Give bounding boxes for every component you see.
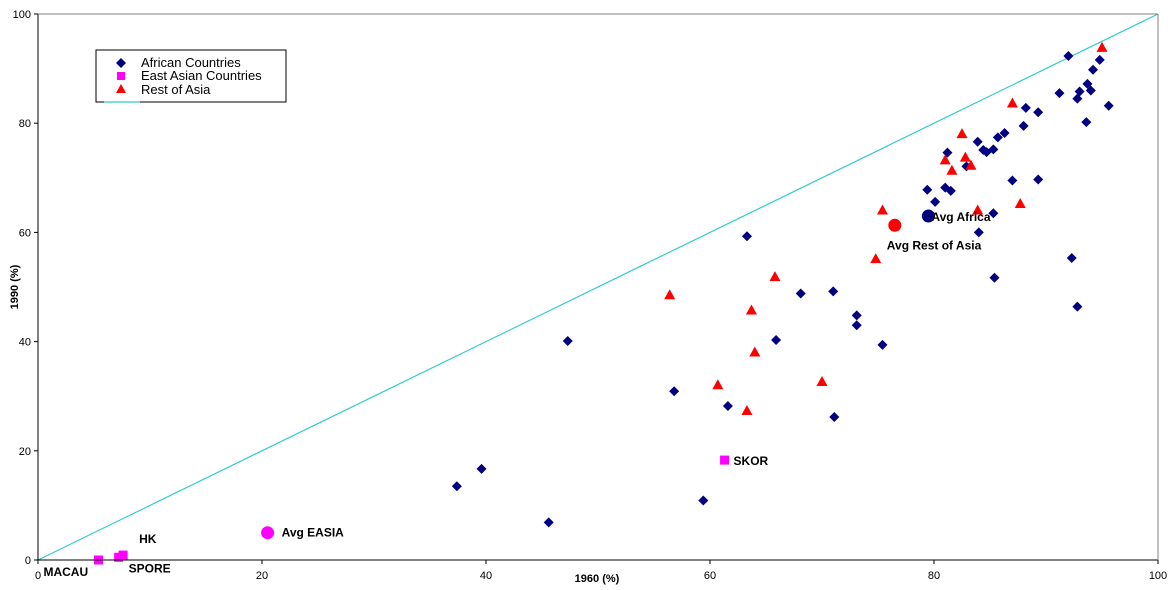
equality-line bbox=[37, 13, 1159, 561]
africa-point bbox=[1018, 120, 1029, 131]
point-annotation: SKOR bbox=[734, 454, 769, 468]
x-tick-label: 100 bbox=[1149, 570, 1167, 582]
africa-point bbox=[1085, 85, 1096, 96]
africa-point bbox=[543, 517, 554, 528]
africa-point bbox=[722, 401, 733, 412]
africa-point bbox=[989, 272, 1000, 283]
legend-box bbox=[95, 49, 287, 103]
point-annotations: Avg Africa Avg Rest of Asia Avg EASIA SKOR H… bbox=[43, 210, 990, 579]
africa-point bbox=[1088, 64, 1099, 75]
africa-point bbox=[1020, 102, 1031, 113]
rest-asia-point bbox=[959, 151, 971, 162]
africa-point bbox=[669, 386, 680, 397]
africa-point bbox=[877, 339, 888, 350]
africa-point bbox=[1063, 51, 1074, 62]
rest-asia-point bbox=[870, 253, 882, 264]
africa-point bbox=[973, 227, 984, 238]
legend-label-east-asia: East Asian Countries bbox=[141, 68, 262, 83]
rest-asia-point bbox=[741, 404, 753, 415]
africa-point bbox=[1072, 301, 1083, 312]
africa-point bbox=[1072, 93, 1083, 104]
axes: 0 20 40 60 80 100 0 20 40 60 80 100 bbox=[13, 9, 1168, 582]
rest-asia-point bbox=[769, 271, 781, 282]
rest-asia-point bbox=[1006, 97, 1018, 108]
average-label: Avg Rest of Asia bbox=[887, 238, 982, 252]
rest-asia-point bbox=[745, 304, 757, 315]
africa-point bbox=[992, 132, 1003, 143]
africa-point bbox=[698, 495, 709, 506]
rest-asia-point bbox=[876, 204, 888, 215]
x-tick-label: 20 bbox=[256, 570, 268, 582]
africa-point bbox=[476, 463, 487, 474]
africa-point bbox=[1007, 175, 1018, 186]
africa-point bbox=[988, 144, 999, 155]
rest-asia-point bbox=[946, 164, 958, 175]
rest-asia-point bbox=[1096, 41, 1108, 52]
africa-point bbox=[851, 310, 862, 321]
legend: African Countries East Asian Countries R… bbox=[95, 49, 287, 103]
average-label: Avg Africa bbox=[931, 210, 990, 224]
y-tick-label: 40 bbox=[19, 337, 31, 349]
point-annotation: SPORE bbox=[129, 561, 171, 575]
rest-asia-point bbox=[972, 204, 984, 215]
africa-point bbox=[1033, 174, 1044, 185]
legend-label-africa: African Countries bbox=[141, 55, 241, 70]
legend-label-rest-asia: Rest of Asia bbox=[141, 82, 211, 97]
x-tick-label: 40 bbox=[480, 570, 492, 582]
legend-marker-africa bbox=[116, 58, 126, 68]
africa-point bbox=[972, 136, 983, 147]
africa-point bbox=[829, 411, 840, 422]
y-tick-label: 20 bbox=[19, 446, 31, 458]
africa-point bbox=[1054, 88, 1065, 99]
y-tick-label: 80 bbox=[19, 118, 31, 130]
africa-point bbox=[945, 185, 956, 196]
average-marker bbox=[261, 526, 275, 540]
x-tick-label: 0 bbox=[35, 570, 41, 582]
east-asia-point bbox=[720, 455, 730, 465]
africa-point bbox=[930, 196, 941, 207]
rest-asia-point bbox=[939, 154, 951, 165]
data-marks bbox=[93, 41, 1114, 565]
y-axis-title: 1990 (%) bbox=[9, 264, 21, 309]
east-asia-point bbox=[114, 552, 124, 562]
africa-point bbox=[1081, 117, 1092, 128]
africa-point bbox=[988, 208, 999, 219]
africa-point bbox=[795, 288, 806, 299]
africa-point bbox=[828, 286, 839, 297]
average-marker bbox=[921, 209, 935, 223]
africa-point bbox=[771, 334, 782, 345]
africa-point bbox=[1094, 54, 1105, 65]
africa-point bbox=[562, 336, 573, 347]
y-tick-label: 100 bbox=[13, 9, 31, 21]
africa-point bbox=[1033, 107, 1044, 118]
rest-asia-point bbox=[965, 159, 977, 170]
point-annotation: HK bbox=[139, 532, 157, 546]
average-marker bbox=[888, 218, 902, 232]
africa-point bbox=[451, 481, 462, 492]
legend-marker-rest-asia bbox=[116, 84, 126, 93]
rest-asia-point bbox=[1014, 198, 1026, 209]
rest-asia-point bbox=[956, 128, 968, 139]
africa-point bbox=[922, 184, 933, 195]
africa-point bbox=[1103, 100, 1114, 111]
africa-point bbox=[741, 231, 752, 242]
x-tick-label: 80 bbox=[928, 570, 940, 582]
rest-asia-point bbox=[816, 376, 828, 387]
y-tick-label: 0 bbox=[25, 555, 31, 567]
legend-marker-east-asia bbox=[117, 72, 125, 80]
point-annotation: MACAU bbox=[43, 565, 88, 579]
africa-point bbox=[851, 320, 862, 331]
rest-asia-point bbox=[712, 379, 724, 390]
x-axis-title: 1960 (%) bbox=[575, 573, 620, 585]
rest-asia-point bbox=[664, 289, 676, 300]
y-tick-label: 60 bbox=[19, 227, 31, 239]
rest-asia-point bbox=[749, 346, 761, 357]
plot-area: Avg Africa Avg Rest of Asia Avg EASIA SKOR H… bbox=[37, 13, 1159, 579]
africa-point bbox=[1066, 253, 1077, 264]
africa-point bbox=[999, 128, 1010, 139]
x-tick-label: 60 bbox=[704, 570, 716, 582]
average-label: Avg EASIA bbox=[282, 526, 345, 540]
